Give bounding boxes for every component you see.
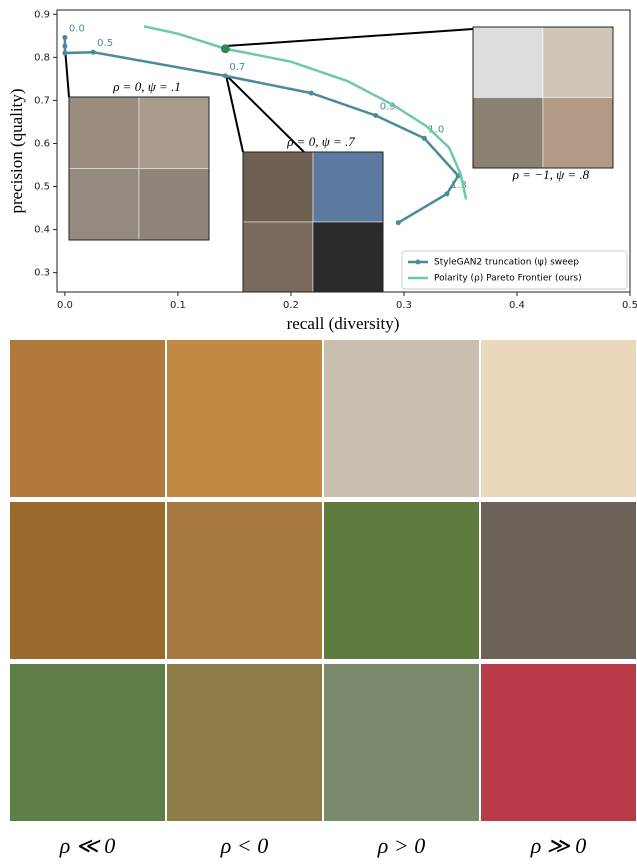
callout — [64, 47, 70, 98]
inset-image — [68, 96, 140, 169]
x-tick-label: 0.3 — [396, 300, 412, 311]
data-point — [444, 191, 450, 197]
inset-image — [68, 168, 140, 241]
x-tick-label: 0.5 — [622, 300, 637, 311]
column-label: ρ < 0 — [220, 833, 268, 858]
inset-image — [542, 97, 614, 169]
y-tick-label: 0.7 — [34, 95, 50, 106]
legend-marker — [415, 259, 421, 265]
chart: 0.0 0.1 0.2 0.3 0.4 0.5 0.3 0.4 0.5 0.6 0.7 0.8 0.9 0… — [34, 9, 637, 311]
point-label: 1.3 — [451, 180, 467, 191]
legend-label: Polarity (ρ) Pareto Frontier (ours) — [434, 274, 582, 284]
point-label: 0.0 — [69, 24, 85, 35]
inset-image — [242, 221, 314, 293]
y-tick-label: 0.4 — [34, 225, 50, 236]
y-tick-label: 0.6 — [34, 138, 50, 149]
y-tick-label: 0.3 — [34, 268, 50, 279]
x-tick-label: 0.2 — [283, 300, 299, 311]
legend-label: StyleGAN2 truncation (ψ) sweep — [434, 258, 579, 268]
x-tick-label: 0.4 — [509, 300, 525, 311]
inset-image — [312, 221, 384, 293]
data-point — [62, 35, 68, 41]
inset-image — [312, 151, 384, 223]
inset-image — [138, 96, 210, 169]
point-label: 0.7 — [229, 62, 245, 73]
y-tick-label: 0.9 — [34, 9, 50, 20]
image — [167, 340, 322, 497]
inset-image — [138, 168, 210, 241]
inset-caption: ρ = 0, ψ = .7 — [286, 134, 355, 149]
legend-box — [401, 250, 628, 290]
x-tick-label: 0.0 — [57, 300, 73, 311]
inset-border — [242, 151, 384, 293]
x-tick-label: 0.1 — [170, 300, 186, 311]
x-axis-label: recall (diversity) — [287, 314, 400, 333]
image — [167, 664, 322, 821]
data-point — [395, 220, 401, 226]
point-label: 0.5 — [97, 38, 113, 49]
point-label: 0.9 — [380, 101, 396, 112]
y-tick-label: 0.5 — [34, 182, 50, 193]
image — [10, 664, 165, 821]
y-axis-label: precision (quality) — [7, 88, 26, 213]
column-label: ρ ≫ 0 — [530, 833, 587, 858]
image — [324, 340, 479, 497]
data-point — [62, 43, 68, 49]
callout — [225, 28, 474, 47]
data-point — [62, 50, 68, 56]
data-point — [373, 112, 379, 118]
y-tick-label: 0.8 — [34, 52, 50, 63]
data-point — [308, 90, 314, 96]
inset-border — [472, 26, 614, 169]
highlight-point — [220, 44, 230, 54]
data-point — [90, 49, 96, 55]
inset-image — [472, 26, 544, 98]
callout — [225, 74, 244, 153]
inset-caption: ρ = −1, ψ = .8 — [512, 167, 590, 182]
point-label: 1.0 — [428, 124, 444, 135]
insets: ρ = 0, ψ = .1 ρ = 0, ψ = .7 ρ = −1, ψ = .8 — [68, 26, 614, 293]
column-label: ρ > 0 — [377, 833, 425, 858]
image — [10, 502, 165, 659]
image — [10, 340, 165, 497]
inset-image — [542, 26, 614, 98]
inset-image — [472, 97, 544, 169]
image — [481, 502, 636, 659]
image — [324, 664, 479, 821]
image — [481, 664, 636, 821]
data-point — [421, 135, 427, 141]
inset-border — [68, 96, 210, 241]
image-grid: ρ ≪ 0 ρ < 0 ρ > 0 ρ ≫ 0 — [10, 340, 636, 858]
inset-caption: ρ = 0, ψ = .1 — [112, 79, 181, 94]
data-point — [222, 73, 228, 79]
image — [481, 340, 636, 497]
column-label: ρ ≪ 0 — [59, 833, 116, 858]
series-line — [143, 25, 468, 200]
image — [324, 502, 479, 659]
image — [167, 502, 322, 659]
inset-image — [242, 151, 314, 223]
